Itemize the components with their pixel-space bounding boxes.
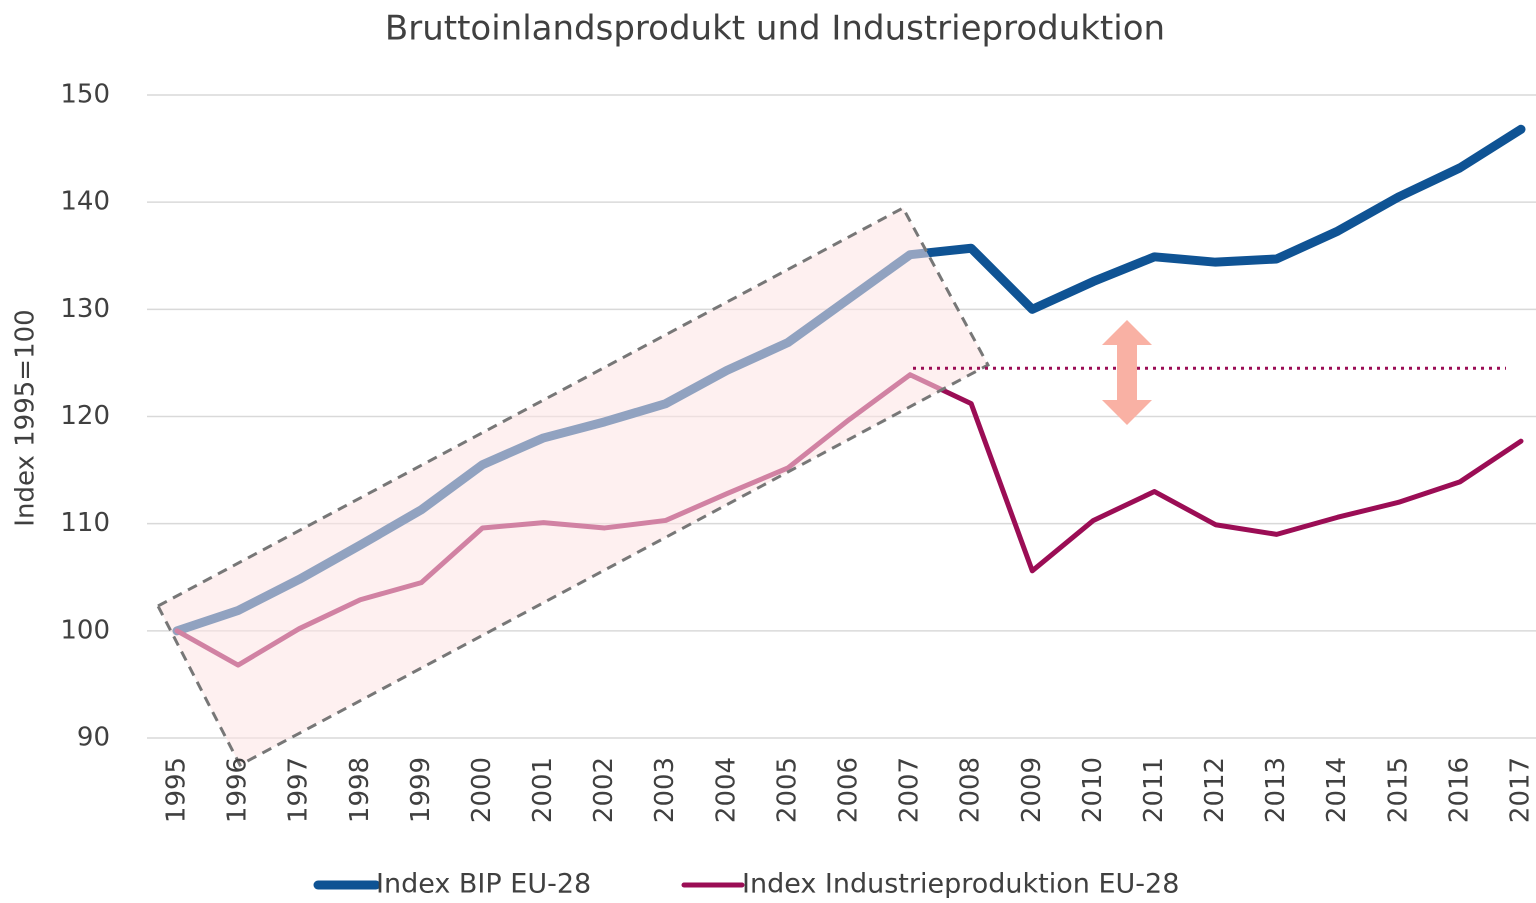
x-tick-label: 2001: [528, 757, 558, 823]
x-tick-label: 2016: [1444, 757, 1474, 823]
chart-title: Bruttoinlandsprodukt und Industrieproduk…: [385, 9, 1165, 49]
x-tick-label: 1996: [223, 757, 253, 823]
legend-label: Index Industrieproduktion EU-28: [742, 869, 1179, 900]
y-tick-label: 120: [60, 401, 110, 431]
x-tick-label: 2002: [589, 757, 619, 823]
x-tick-label: 2010: [1078, 757, 1108, 823]
x-tick-label: 2009: [1017, 757, 1047, 823]
x-tick-label: 2003: [650, 757, 680, 823]
x-tick-label: 2012: [1200, 757, 1230, 823]
x-tick-label: 1995: [162, 757, 192, 823]
legend-label: Index BIP EU-28: [376, 869, 591, 900]
y-tick-label: 110: [60, 508, 110, 538]
x-tick-label: 2004: [711, 757, 741, 823]
x-tick-label: 2005: [772, 757, 802, 823]
x-tick-label: 2013: [1261, 757, 1291, 823]
y-axis-label: Index 1995=100: [11, 309, 41, 526]
x-tick-label: 2006: [834, 757, 864, 823]
x-tick-label: 2015: [1383, 757, 1413, 823]
y-tick-label: 100: [60, 615, 110, 645]
x-tick-label: 2008: [956, 757, 986, 823]
y-tick-label: 90: [77, 723, 110, 753]
x-tick-label: 1997: [284, 757, 314, 823]
legend: Index BIP EU-28 Index Industrieproduktion…: [313, 869, 1179, 900]
x-axis: 1995 1996 1997 1998 1999 2000 2001 2002 2003 2004…: [162, 757, 1536, 823]
x-tick-label: 2000: [467, 757, 497, 823]
y-tick-label: 140: [60, 187, 110, 217]
x-tick-label: 2017: [1506, 757, 1536, 823]
x-tick-label: 1998: [345, 757, 375, 823]
x-tick-label: 1999: [406, 757, 436, 823]
x-tick-label: 2011: [1139, 757, 1169, 823]
highlight-box: [155, 205, 991, 768]
y-tick-label: 150: [60, 80, 110, 110]
x-tick-label: 2014: [1322, 757, 1352, 823]
y-tick-label: 130: [60, 294, 110, 324]
gap-arrow: [1102, 320, 1152, 425]
x-tick-label: 2007: [895, 757, 925, 823]
